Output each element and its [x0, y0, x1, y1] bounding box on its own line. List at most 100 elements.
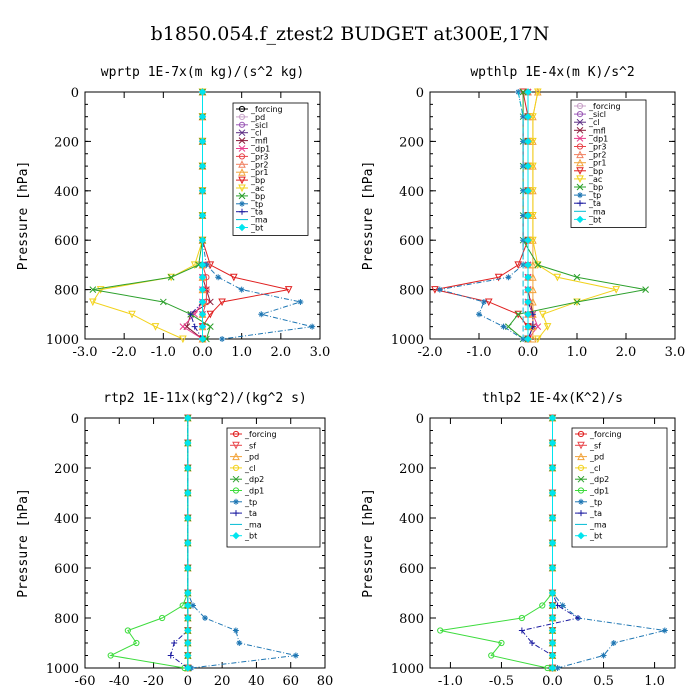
data-point	[198, 187, 207, 195]
series-group	[89, 87, 316, 344]
x-tick-label: -60	[75, 674, 96, 689]
y-axis-label: Pressure [hPa]	[16, 161, 31, 271]
y-tick-label: 200	[54, 462, 79, 477]
panel-title: wpthlp 1E-4x(m K)/s^2	[470, 65, 634, 80]
x-tick-label: 1.0	[644, 674, 665, 689]
data-point	[494, 273, 503, 282]
legend-entry: _pd	[589, 453, 604, 462]
x-tick-label: 60	[282, 674, 299, 689]
legend-entry: _ta	[589, 509, 602, 518]
data-point	[500, 323, 507, 330]
legend-entry: _pr1	[588, 159, 606, 168]
legend-entry: _forcing	[244, 430, 277, 439]
legend-entry: _ta	[250, 208, 263, 217]
data-point	[538, 310, 547, 319]
data-point	[179, 335, 187, 344]
legend-entry: _cl	[589, 464, 601, 473]
data-point	[198, 137, 207, 146]
legend-entry: _bp	[250, 192, 265, 201]
y-tick-label: 400	[54, 512, 79, 527]
legend-entry: _dp2	[244, 475, 264, 484]
legend-marker	[238, 129, 246, 137]
legend-entry: _ma	[250, 216, 268, 225]
series-group	[107, 413, 299, 673]
data-point	[107, 652, 114, 659]
y-tick-label: 600	[399, 234, 424, 249]
y-tick-label: 600	[54, 562, 79, 577]
data-point	[133, 639, 140, 647]
data-point	[548, 651, 557, 660]
data-point	[236, 640, 243, 646]
y-tick-label: 0	[416, 86, 424, 101]
data-point	[519, 88, 527, 96]
data-point	[184, 589, 192, 597]
legend-marker	[238, 168, 246, 176]
legend-entry: _pr2	[250, 160, 268, 169]
data-point	[524, 261, 532, 269]
data-point	[198, 285, 207, 294]
x-tick-label: 1.0	[231, 345, 252, 360]
y-tick-label: 200	[399, 462, 424, 477]
x-tick-label: -1.0	[466, 345, 491, 360]
legend-entry: _forcing	[250, 105, 283, 114]
data-point	[573, 273, 581, 281]
data-point	[600, 652, 607, 659]
legend-entry: _bt	[589, 532, 602, 541]
data-point	[488, 652, 495, 659]
data-point	[518, 627, 525, 634]
legend-marker	[232, 531, 240, 540]
legend-marker	[232, 475, 240, 483]
data-point	[524, 211, 532, 220]
legend-entry: _bp	[588, 167, 603, 176]
data-point	[184, 464, 192, 472]
legend-marker	[577, 200, 583, 207]
data-point	[218, 298, 226, 307]
legend-entry: _bt	[244, 532, 257, 541]
legend-marker	[232, 452, 240, 461]
legend-marker	[232, 441, 240, 450]
data-point	[524, 137, 532, 146]
legend-entry: _bt	[588, 215, 601, 224]
legend-marker	[238, 160, 246, 168]
data-point	[309, 323, 316, 330]
data-point	[533, 88, 542, 97]
data-point	[258, 311, 265, 318]
data-point	[514, 261, 523, 270]
legend-entry: _dp1	[250, 145, 270, 154]
legend-entry: _ac	[250, 184, 264, 193]
data-point	[198, 112, 207, 121]
legend-marker	[239, 200, 245, 207]
x-tick-label: 3.0	[310, 345, 331, 360]
legend-marker	[576, 150, 584, 159]
data-point	[612, 286, 621, 294]
data-point	[559, 602, 566, 609]
data-point	[661, 627, 668, 634]
data-point	[198, 322, 207, 331]
x-tick-label: -1.0	[151, 345, 176, 360]
y-tick-label: 800	[54, 284, 79, 299]
legend-entry: _dp1	[244, 487, 264, 496]
legend-marker	[577, 430, 585, 438]
legend-marker	[238, 184, 246, 193]
data-point	[575, 615, 582, 621]
legend-marker	[577, 475, 585, 483]
y-tick-label: 0	[416, 412, 424, 427]
legend-entry: _ma	[589, 520, 607, 529]
data-point	[548, 664, 557, 672]
data-point	[184, 514, 192, 522]
y-tick-label: 1000	[46, 333, 79, 348]
data-point	[548, 489, 557, 497]
y-tick-label: 800	[399, 284, 424, 299]
data-point	[484, 298, 493, 307]
data-point	[124, 627, 131, 634]
legend-marker	[238, 176, 246, 185]
data-point	[548, 464, 557, 472]
data-point	[548, 539, 557, 547]
legend-marker	[238, 113, 246, 121]
data-point	[215, 274, 222, 281]
legend-marker	[233, 510, 239, 517]
legend-entry: _mfl	[250, 137, 268, 146]
legend-entry: _ta	[588, 199, 601, 208]
data-point	[184, 614, 192, 622]
data-point	[198, 88, 207, 96]
